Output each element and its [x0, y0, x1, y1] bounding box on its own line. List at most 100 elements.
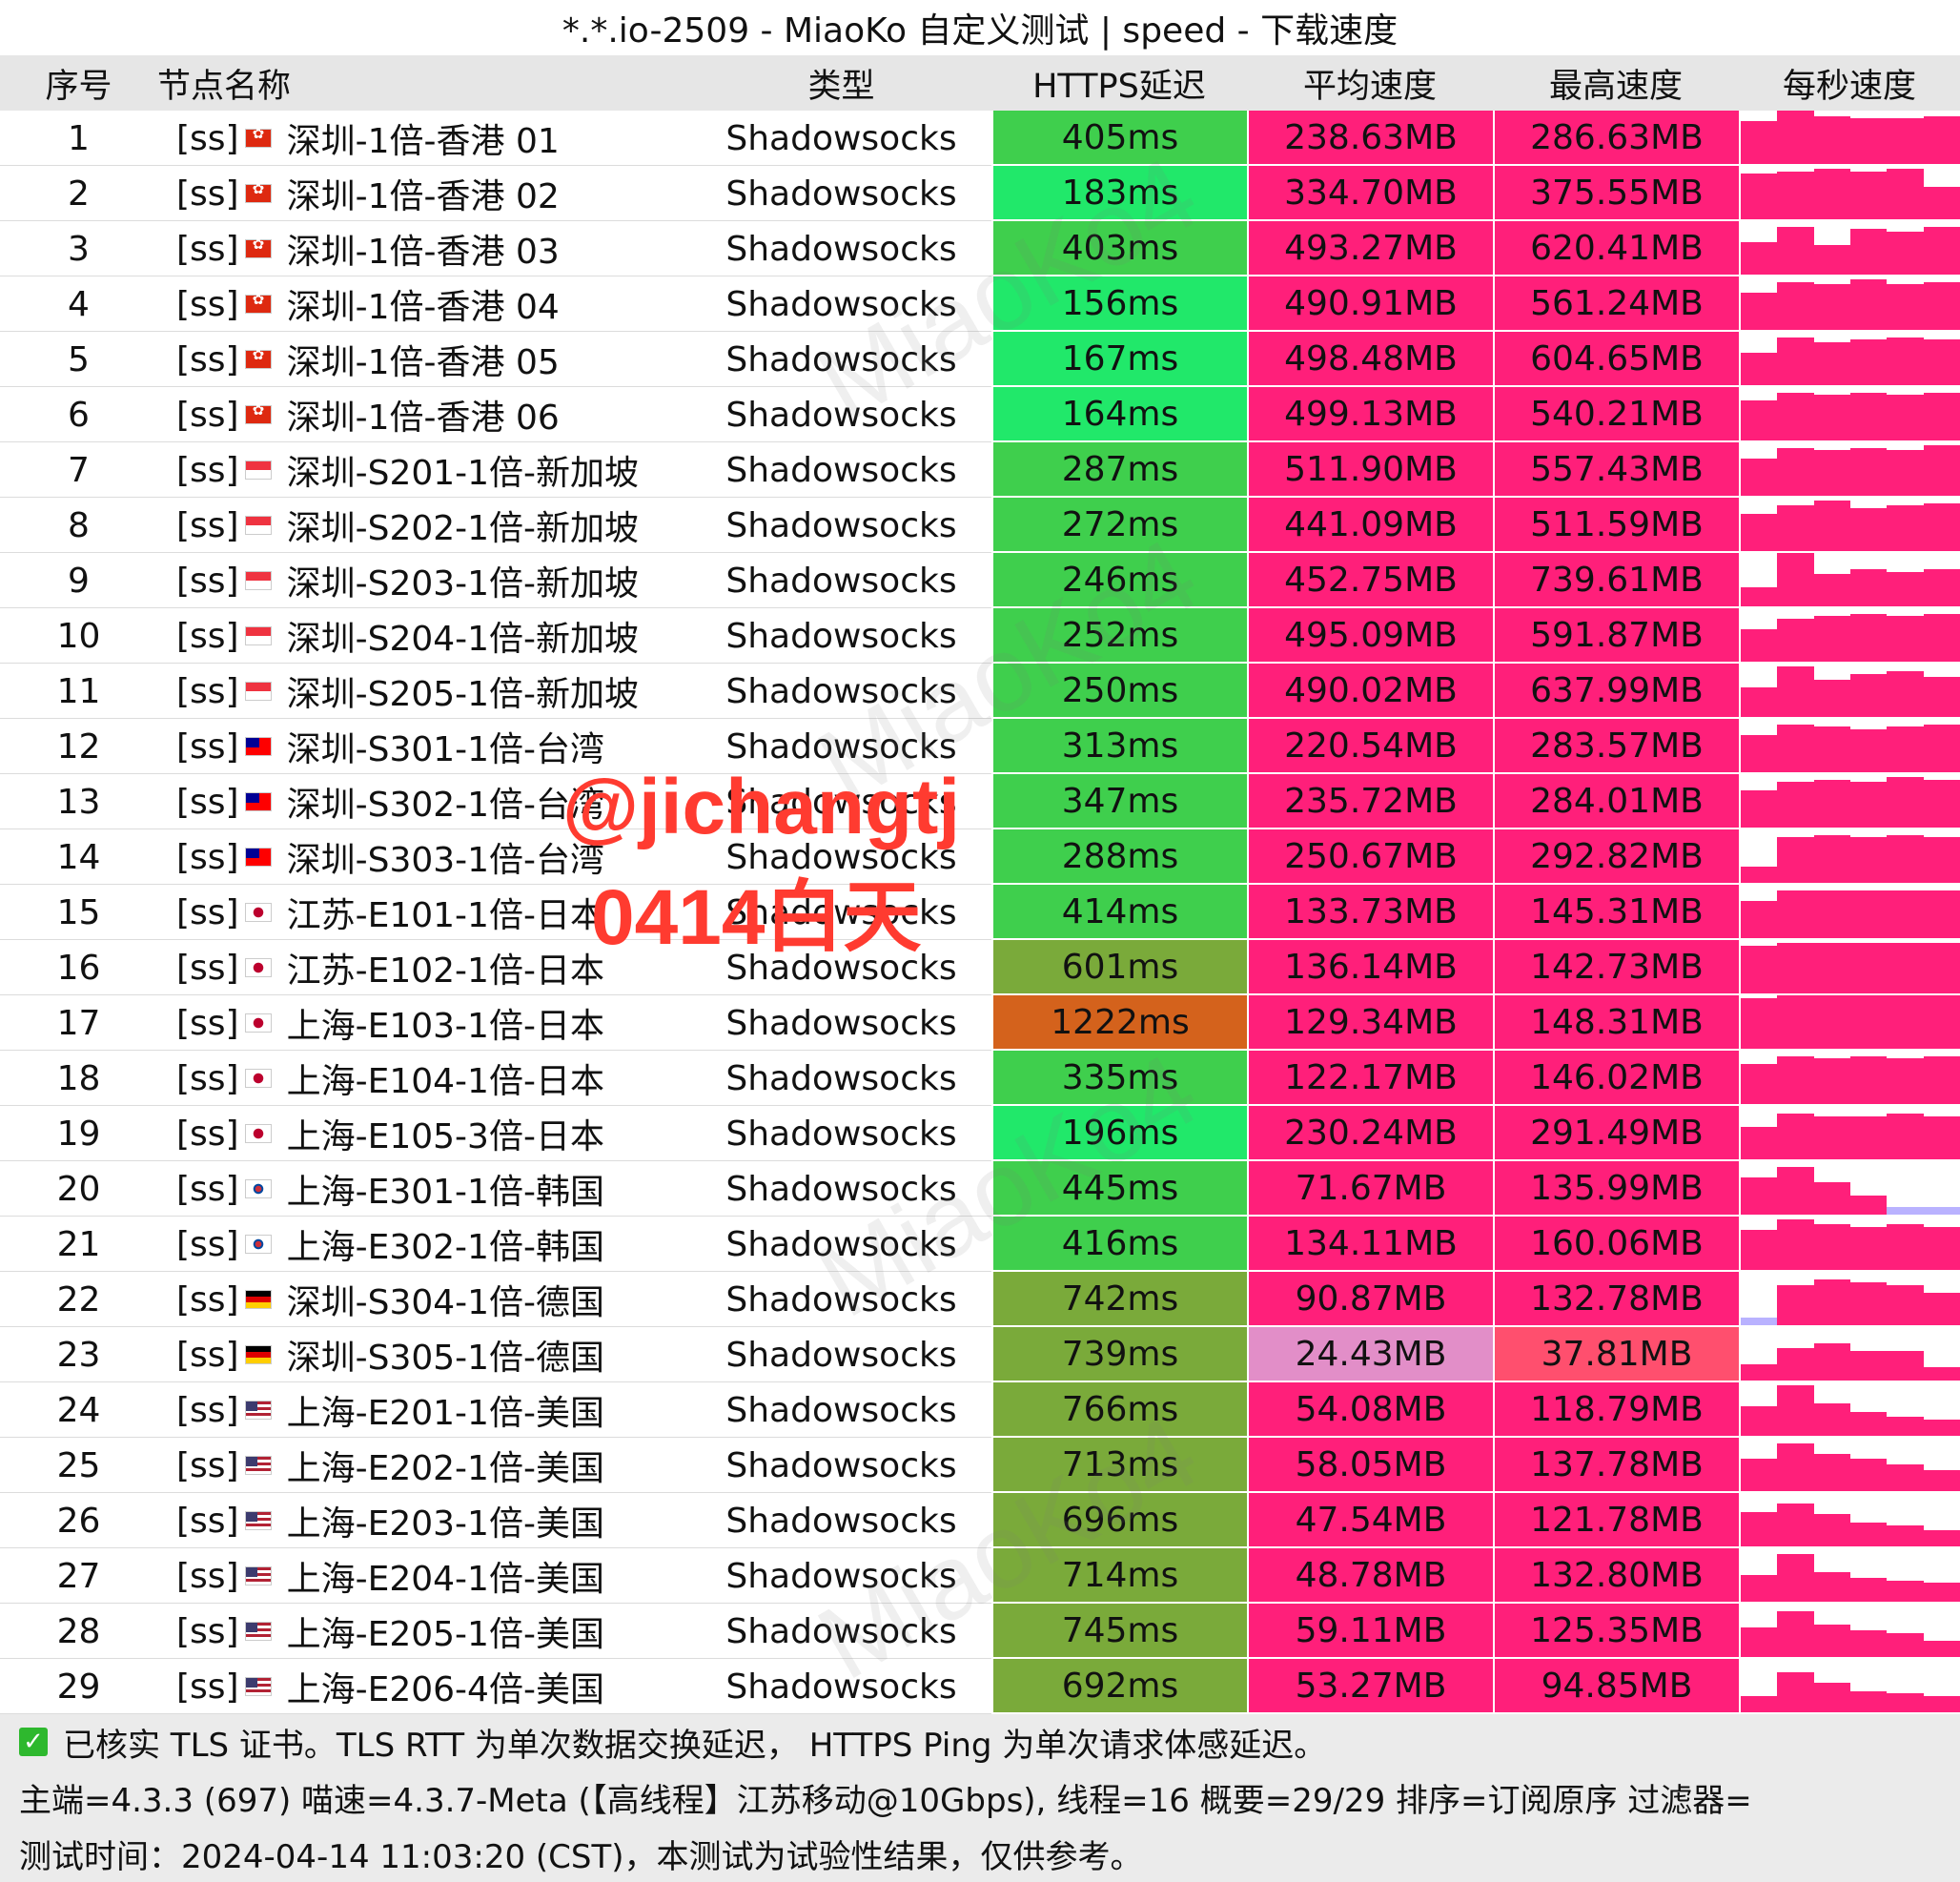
sparkline-bar [1923, 890, 1960, 938]
sparkline-bar [1923, 1530, 1960, 1546]
average-speed: 71.67MB [1247, 1161, 1493, 1217]
node-name: 深圳-S202-1倍-新加坡 [286, 509, 640, 548]
sparkline-bar [1887, 1524, 1924, 1546]
sparkline-bar [1777, 665, 1814, 717]
sparkline-bar [1887, 337, 1924, 385]
per-second-sparkline [1739, 498, 1960, 553]
window-title: *.*.io-2509 - MiaoKo 自定义测试 | speed - 下载速… [0, 0, 1960, 55]
protocol-tag: [ss] [176, 1058, 239, 1098]
row-index: 27 [56, 1556, 101, 1596]
table-row: 6 [ss] 深圳-1倍-香港 06 Shadowsocks 164ms499.13MB… [0, 387, 1960, 442]
node-type: Shadowsocks [725, 616, 957, 656]
sparkline-bar [1923, 1206, 1960, 1215]
node-name-cell: [ss] 深圳-S305-1倍-德国 [157, 1327, 691, 1382]
sparkline-bar [1741, 1317, 1778, 1325]
max-speed: 137.78MB [1493, 1438, 1739, 1493]
south-korea-flag-icon [244, 1235, 272, 1254]
row-index: 8 [68, 505, 90, 545]
table-row: 7 [ss] 深圳-S201-1倍-新加坡 Shadowsocks 287ms 511.9… [0, 442, 1960, 498]
average-speed: 47.54MB [1247, 1493, 1493, 1548]
average-speed: 58.05MB [1247, 1438, 1493, 1493]
sparkline-bar [1741, 458, 1778, 496]
https-latency: 335ms [991, 1051, 1247, 1106]
sparkline-bar [1777, 1553, 1814, 1602]
protocol-tag: [ss] [176, 561, 239, 601]
hong-kong-flag-icon [244, 235, 272, 258]
node-name: 深圳-S201-1倍-新加坡 [286, 454, 640, 493]
sparkline-bar [1777, 392, 1814, 440]
row-index: 7 [68, 450, 90, 490]
row-index: 6 [68, 395, 90, 435]
table-row: 27 [ss] 上海-E204-1倍-美国 Shadowsocks 714ms 48.78… [0, 1548, 1960, 1604]
protocol-tag: [ss] [176, 174, 239, 214]
sparkline-bar [1849, 1227, 1888, 1270]
table-row: 18 [ss] 上海-E104-1倍-日本 Shadowsocks 335ms 122.1… [0, 1051, 1960, 1106]
sparkline-bar [1777, 1114, 1814, 1159]
max-speed: 145.31MB [1493, 885, 1739, 940]
table-header: 序号 节点名称 类型 HTTPS延迟 平均速度 最高速度 每秒速度 [0, 55, 1960, 111]
table-row: 9 [ss] 深圳-S203-1倍-新加坡 Shadowsocks 246ms 452.7… [0, 553, 1960, 608]
sparkline-bar [1813, 245, 1850, 275]
per-second-sparkline [1739, 664, 1960, 719]
node-name: 深圳-S304-1倍-德国 [286, 1283, 605, 1322]
node-name-cell: [ss] 深圳-S203-1倍-新加坡 [157, 553, 691, 608]
row-index: 5 [68, 339, 90, 379]
sparkline-bar [1849, 782, 1888, 828]
sparkline-bar [1887, 118, 1924, 164]
protocol-tag: [ss] [176, 1445, 239, 1485]
sparkline-bar [1887, 995, 1924, 1049]
sparkline-bar [1849, 1196, 1888, 1215]
sparkline-bar [1813, 395, 1850, 440]
node-type: Shadowsocks [725, 782, 957, 822]
protocol-tag: [ss] [176, 1114, 239, 1154]
https-latency: 696ms [991, 1493, 1247, 1548]
sparkline-bar [1741, 1064, 1778, 1104]
sparkline-bar [1741, 1406, 1778, 1436]
sparkline-bar [1849, 942, 1888, 993]
protocol-tag: [ss] [176, 1556, 239, 1596]
sparkline-bar [1887, 1285, 1924, 1325]
node-name: 上海-E104-1倍-日本 [286, 1062, 604, 1101]
protocol-tag: [ss] [176, 118, 239, 158]
sparkline-bar [1741, 292, 1778, 330]
sparkline-bar [1849, 1522, 1888, 1546]
sparkline-bar [1923, 1696, 1960, 1712]
max-speed: 739.61MB [1493, 553, 1739, 608]
sparkline-bar [1777, 1166, 1814, 1215]
sparkline-bar [1777, 337, 1814, 385]
https-latency: 167ms [991, 332, 1247, 387]
sparkline-bar [1849, 1351, 1888, 1381]
sparkline-bar [1813, 616, 1850, 662]
sparkline-bar [1923, 568, 1960, 606]
node-type: Shadowsocks [725, 450, 957, 490]
sparkline-bar [1849, 171, 1888, 219]
per-second-sparkline [1739, 774, 1960, 829]
sparkline-bar [1813, 1342, 1850, 1381]
sparkline-bar [1741, 687, 1778, 717]
max-speed: 637.99MB [1493, 664, 1739, 719]
node-name-cell: [ss] 深圳-S303-1倍-台湾 [157, 829, 691, 885]
row-index: 14 [56, 837, 101, 877]
table-row: 5 [ss] 深圳-1倍-香港 05 Shadowsocks 167ms498.48MB… [0, 332, 1960, 387]
per-second-sparkline [1739, 1272, 1960, 1327]
node-name-cell: [ss] 深圳-S302-1倍-台湾 [157, 774, 691, 829]
average-speed: 490.02MB [1247, 664, 1493, 719]
row-index: 25 [56, 1445, 101, 1485]
table-row: 29 [ss] 上海-E206-4倍-美国 Shadowsocks 692ms 53.27… [0, 1659, 1960, 1714]
table-row: 26 [ss] 上海-E203-1倍-美国 Shadowsocks 696ms 47.54… [0, 1493, 1960, 1548]
sparkline-bar [1923, 339, 1960, 385]
max-speed: 292.82MB [1493, 829, 1739, 885]
per-second-sparkline [1739, 387, 1960, 442]
https-latency: 745ms [991, 1604, 1247, 1659]
average-speed: 499.13MB [1247, 387, 1493, 442]
header-index: 序号 [45, 67, 112, 106]
sparkline-bar [1777, 724, 1814, 772]
max-speed: 121.78MB [1493, 1493, 1739, 1548]
singapore-flag-icon [244, 460, 272, 480]
max-speed: 540.21MB [1493, 387, 1739, 442]
node-type: Shadowsocks [725, 1058, 957, 1098]
sparkline-bar [1923, 724, 1960, 772]
sparkline-bar [1777, 1055, 1814, 1104]
average-speed: 129.34MB [1247, 995, 1493, 1051]
sparkline-bar [1813, 342, 1850, 385]
